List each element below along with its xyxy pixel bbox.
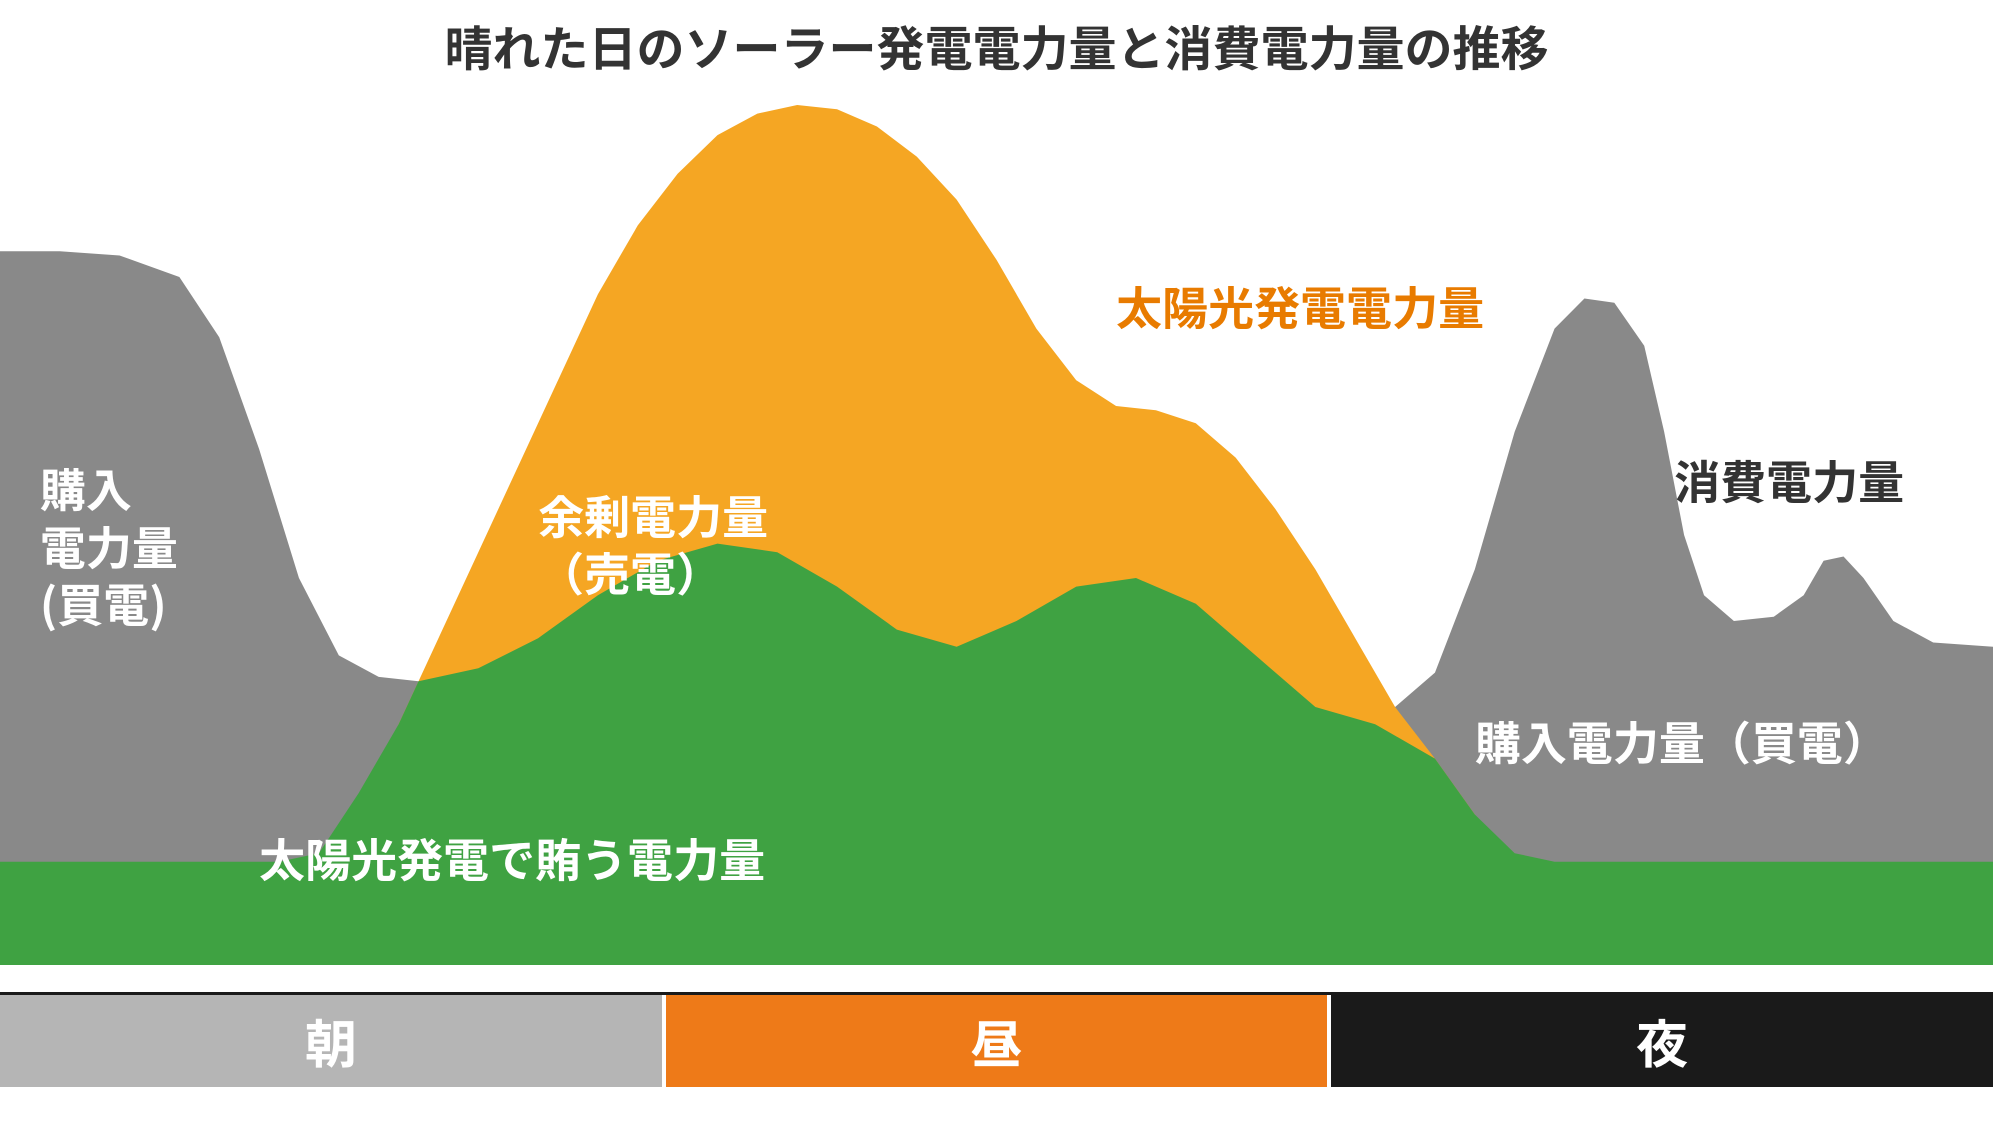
label-buy_left: 購入 電力量 (買電) (40, 460, 178, 633)
axis-segment-朝: 朝 (0, 995, 662, 1087)
label-self: 太陽光発電で賄う電力量 (259, 830, 765, 888)
chart-title: 晴れた日のソーラー発電電力量と消費電力量の推移 (0, 10, 1993, 80)
axis-segment-昼: 昼 (662, 995, 1328, 1087)
label-consumption: 消費電力量 (1674, 452, 1904, 510)
label-surplus: 余剰電力量 （売電） (538, 487, 768, 602)
axis-segment-夜: 夜 (1327, 995, 1993, 1087)
label-solar: 太陽光発電電力量 (1116, 278, 1484, 336)
time-axis: 朝昼夜 (0, 992, 1993, 1087)
label-buy_right: 購入電力量（買電） (1475, 713, 1889, 771)
